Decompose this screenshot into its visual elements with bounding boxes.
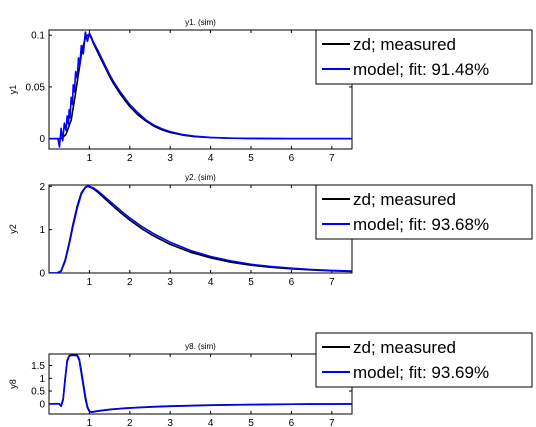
axes-box xyxy=(48,184,353,274)
y-axis-label: y2 xyxy=(8,224,18,234)
axes-title: y1. (sim) xyxy=(185,18,216,27)
y-tick-label: 1.5 xyxy=(31,361,45,372)
x-tick-label: 2 xyxy=(127,277,133,288)
x-tick-label: 7 xyxy=(329,418,335,427)
x-tick-label: 1 xyxy=(87,418,93,427)
x-tick-label: 5 xyxy=(248,153,254,164)
legend-box xyxy=(315,184,533,240)
subplot-3: y8. (sim) y8 1 2 3 4 5 6 7 00.5 1 1.5 zd; measured mo… xyxy=(8,332,533,427)
x-tick-label: 3 xyxy=(167,153,173,164)
y-tick-label: 1 xyxy=(39,374,45,385)
x-tick-label: 6 xyxy=(289,153,295,164)
series-line-model xyxy=(49,354,352,414)
x-tick-label: 1 xyxy=(87,277,93,288)
y-axis-label: y8 xyxy=(8,379,18,389)
legend: zd; measured model; fit: 93.69% xyxy=(315,332,533,388)
legend-box xyxy=(315,332,533,388)
series-line-model xyxy=(49,185,352,273)
legend: zd; measured model; fit: 91.48% xyxy=(315,29,533,85)
legend-entry-model: model; fit: 93.69% xyxy=(353,363,489,382)
y-axis-label: y1 xyxy=(8,85,18,95)
y-tick-label: 0.1 xyxy=(31,31,45,42)
legend: zd; measured model; fit: 93.68% xyxy=(315,184,533,240)
x-tick-label: 5 xyxy=(248,418,254,427)
subplot-1: y1. (sim) y1 1 2 3 4 5 6 7 0 0.05 0.1 zd; measured mo… xyxy=(8,18,533,164)
x-tick-label: 3 xyxy=(167,277,173,288)
x-tick-label: 1 xyxy=(87,153,93,164)
legend-entry-measured: zd; measured xyxy=(353,190,456,209)
x-tick-label: 6 xyxy=(289,277,295,288)
legend-entry-measured: zd; measured xyxy=(353,35,456,54)
x-tick-label: 5 xyxy=(248,277,254,288)
axes-title: y2. (sim) xyxy=(185,173,216,182)
y-tick-label: 0.05 xyxy=(26,82,46,93)
y-tick-label: 2 xyxy=(39,182,45,193)
subplot-2: y2. (sim) y2 1 2 3 4 5 6 7 0 1 2 zd; measured model; … xyxy=(8,173,533,288)
y-tick-label: 0 xyxy=(39,134,45,145)
axes-title: y8. (sim) xyxy=(185,342,216,351)
y-tick-label: 1 xyxy=(39,225,45,236)
x-tick-label: 4 xyxy=(208,277,214,288)
legend-entry-model: model; fit: 91.48% xyxy=(353,60,489,79)
x-tick-label: 4 xyxy=(208,153,214,164)
x-tick-label: 7 xyxy=(329,277,335,288)
y-tick-label: 0 xyxy=(39,399,45,410)
axes-box xyxy=(48,29,353,150)
x-tick-label: 2 xyxy=(127,153,133,164)
x-tick-label: 4 xyxy=(208,418,214,427)
x-tick-label: 6 xyxy=(289,418,295,427)
series-line-model xyxy=(49,31,352,148)
y-tick-label: 0.5 xyxy=(31,387,45,398)
x-tick-label: 2 xyxy=(127,418,133,427)
legend-entry-model: model; fit: 93.68% xyxy=(353,215,489,234)
x-tick-label: 3 xyxy=(167,418,173,427)
legend-entry-measured: zd; measured xyxy=(353,338,456,357)
x-tick-label: 7 xyxy=(329,153,335,164)
y-tick-label: 0 xyxy=(39,269,45,280)
legend-box xyxy=(315,29,533,85)
